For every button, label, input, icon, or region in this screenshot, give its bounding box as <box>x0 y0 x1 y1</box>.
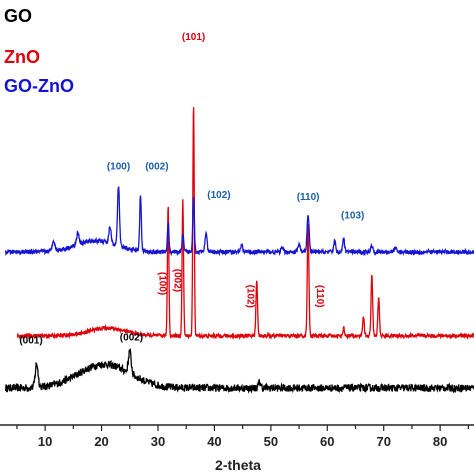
x-tick-label: 70 <box>376 434 390 449</box>
legend: GO ZnO GO-ZnO <box>4 6 74 96</box>
peak-label: (002) <box>120 333 143 344</box>
series-layer <box>4 107 474 394</box>
peak-label: (101) <box>182 32 205 43</box>
peak-label: (103) <box>341 211 364 222</box>
peak-label: (110) <box>297 192 320 203</box>
peak-label: (002) <box>145 162 168 173</box>
x-axis: 10 20 30 40 50 60 70 80 <box>0 424 474 449</box>
peak-label: (110) <box>314 285 325 308</box>
legend-entry-zno: ZnO <box>4 47 40 67</box>
series-line-zno <box>16 107 474 341</box>
peak-annotations: (101)(100) (002)(102) (110)(103)(100) (002)… <box>19 32 364 347</box>
x-tick-label: 40 <box>207 434 221 449</box>
peak-label: (002) <box>171 269 182 292</box>
peak-label: (102) <box>245 285 256 308</box>
x-tick-label: 80 <box>433 434 447 449</box>
x-tick-label: 30 <box>151 434 165 449</box>
series-line-go-zno <box>4 186 474 257</box>
x-tick-label: 20 <box>94 434 108 449</box>
legend-entry-go-zno: GO-ZnO <box>4 76 74 96</box>
x-tick-label: 60 <box>320 434 334 449</box>
x-axis-title: 2-theta <box>215 457 261 473</box>
peak-label: (102) <box>207 190 230 201</box>
x-tick-label: 50 <box>264 434 278 449</box>
peak-label: (100) <box>107 162 130 173</box>
peak-label: (001) <box>19 336 42 347</box>
peak-label: (100) <box>157 272 168 295</box>
legend-entry-go: GO <box>4 6 32 26</box>
series-line-go <box>4 348 474 394</box>
x-tick-label: 10 <box>38 434 52 449</box>
